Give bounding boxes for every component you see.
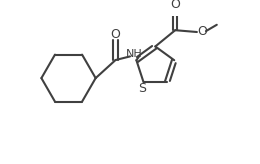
- Text: S: S: [138, 82, 146, 95]
- Text: NH: NH: [126, 49, 143, 59]
- Text: O: O: [110, 28, 120, 41]
- Text: O: O: [197, 25, 207, 38]
- Text: O: O: [170, 0, 180, 11]
